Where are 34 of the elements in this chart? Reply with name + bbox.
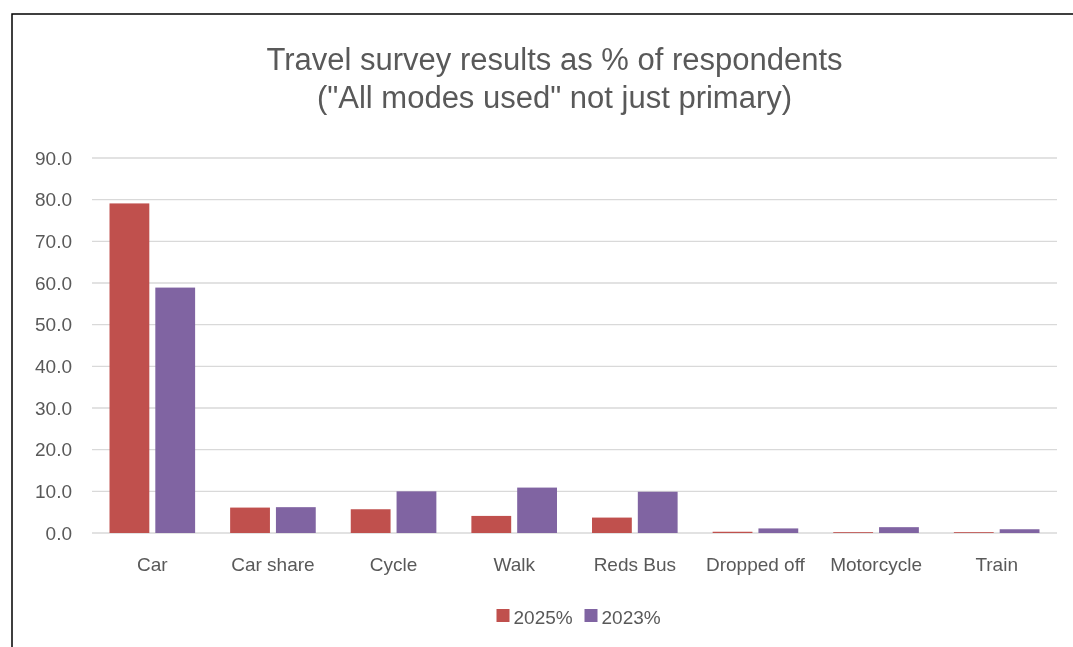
bar xyxy=(155,287,196,533)
y-tick-label: 70.0 xyxy=(35,230,72,252)
bar xyxy=(471,515,512,533)
x-tick-label: Train xyxy=(975,554,1018,575)
x-tick-label: Dropped off xyxy=(705,554,806,575)
bar xyxy=(879,527,919,533)
y-tick-label: 50.0 xyxy=(35,314,72,336)
y-tick-label: 80.0 xyxy=(35,189,72,211)
chart-title: Travel survey results as % of respondents ("All modes used" not just primary) xyxy=(266,42,843,115)
y-tick-label: 40.0 xyxy=(35,355,72,377)
bar xyxy=(517,487,557,533)
x-tick-label: Reds Bus xyxy=(593,554,676,575)
bar xyxy=(275,507,316,533)
y-tick-label: 60.0 xyxy=(35,272,72,294)
x-tick-label: Cycle xyxy=(369,554,418,575)
legend-label: 2025% xyxy=(513,606,573,628)
bar xyxy=(637,491,678,533)
x-tick-label: Car xyxy=(137,554,169,575)
bar xyxy=(592,517,632,533)
y-tick-label: 30.0 xyxy=(35,397,72,419)
y-tick-label: 10.0 xyxy=(35,480,72,502)
bar xyxy=(230,507,270,533)
x-tick-label: Motorcycle xyxy=(830,554,922,575)
bar xyxy=(350,509,391,533)
bar xyxy=(758,528,799,533)
x-tick-label: Walk xyxy=(493,554,536,575)
bar xyxy=(999,529,1040,533)
bar xyxy=(396,491,437,533)
x-tick-label: Car share xyxy=(231,554,315,575)
legend-label: 2023% xyxy=(601,606,661,628)
y-tick-label: 0.0 xyxy=(45,522,72,544)
bar xyxy=(109,203,150,533)
y-tick-label: 20.0 xyxy=(35,439,72,461)
y-tick-label: 90.0 xyxy=(35,147,72,169)
